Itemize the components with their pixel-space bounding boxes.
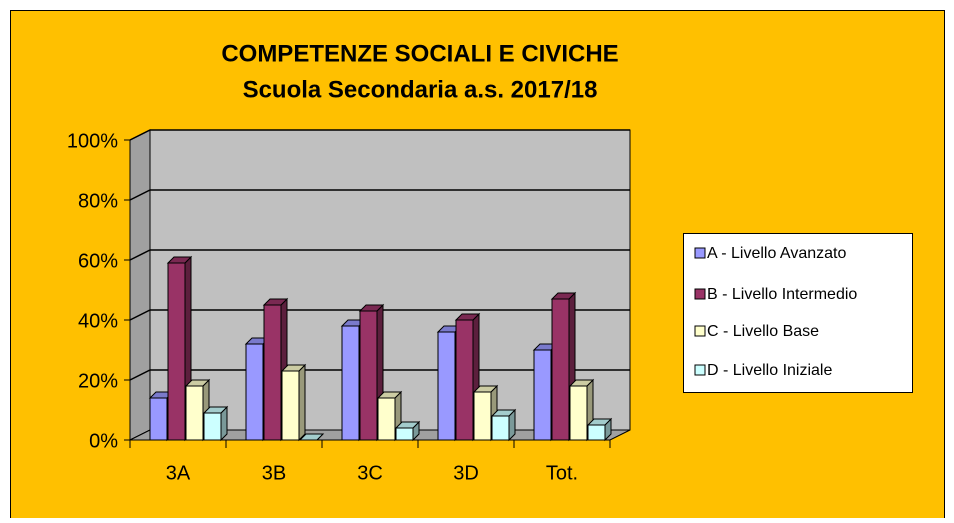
bar-face bbox=[568, 379, 595, 387]
x-tick-label: 3D bbox=[453, 462, 479, 484]
bar-face bbox=[569, 385, 588, 441]
bar-face bbox=[437, 331, 456, 441]
legend-label: B - Livello Intermedio bbox=[707, 286, 857, 303]
bar-face bbox=[376, 391, 403, 399]
bar-face bbox=[341, 325, 360, 441]
legend-label: C - Livello Base bbox=[707, 323, 819, 340]
bar-face bbox=[280, 364, 307, 372]
grid-line bbox=[129, 309, 630, 321]
y-tick-label: 80% bbox=[78, 190, 118, 212]
x-tick-label: Tot. bbox=[546, 462, 578, 484]
grid-line bbox=[129, 249, 630, 261]
bar bbox=[280, 363, 307, 442]
legend-label: D - Livello Iniziale bbox=[707, 362, 832, 379]
bar-face bbox=[490, 409, 517, 417]
bar-face bbox=[394, 421, 421, 429]
bar-face bbox=[263, 304, 282, 441]
bar-face bbox=[149, 397, 168, 441]
legend-swatch bbox=[694, 288, 706, 300]
bar bbox=[298, 433, 325, 441]
bar-face bbox=[587, 424, 606, 441]
bar-face bbox=[166, 256, 193, 264]
legend-label: A - Livello Avanzato bbox=[707, 245, 846, 262]
bar-face bbox=[551, 298, 570, 441]
x-tick-label: 3C bbox=[357, 462, 383, 484]
bar-face bbox=[262, 298, 289, 306]
bar-face bbox=[550, 292, 577, 300]
x-tick-label: 3A bbox=[166, 462, 191, 484]
legend bbox=[683, 233, 913, 393]
bar-face bbox=[455, 319, 474, 441]
y-tick-label: 60% bbox=[78, 250, 118, 272]
x-tick-label: 3B bbox=[262, 462, 286, 484]
bar-face bbox=[533, 349, 552, 441]
bar-face bbox=[184, 379, 211, 387]
bar-face bbox=[167, 262, 186, 441]
bar bbox=[394, 420, 421, 442]
bar bbox=[490, 408, 517, 442]
bar bbox=[202, 405, 229, 442]
chart-subtitle: Scuola Secondaria a.s. 2017/18 bbox=[243, 76, 598, 103]
side-wall bbox=[129, 129, 151, 441]
chart-title: COMPETENZE SOCIALI E CIVICHE bbox=[221, 40, 618, 67]
bar-face bbox=[298, 363, 306, 442]
grid-line bbox=[129, 129, 630, 141]
bar-face bbox=[377, 397, 396, 441]
y-tick-label: 0% bbox=[89, 430, 118, 452]
bar bbox=[166, 255, 193, 442]
bar-face bbox=[298, 433, 325, 441]
y-tick-label: 40% bbox=[78, 310, 118, 332]
bar-face bbox=[281, 370, 300, 441]
bar-face bbox=[454, 313, 481, 321]
y-tick-label: 100% bbox=[67, 130, 118, 152]
legend-swatch bbox=[694, 364, 706, 376]
bar-face bbox=[202, 406, 229, 414]
legend-swatch bbox=[694, 247, 706, 259]
grid-line bbox=[129, 189, 630, 201]
bar-face bbox=[203, 412, 222, 441]
bar-face bbox=[358, 304, 385, 312]
bar-face bbox=[395, 427, 414, 441]
bar-face bbox=[491, 415, 510, 441]
legend-swatch bbox=[694, 325, 706, 337]
bar bbox=[586, 417, 613, 442]
bar-face bbox=[185, 385, 204, 441]
bar-face bbox=[586, 418, 613, 426]
y-tick-label: 20% bbox=[78, 370, 118, 392]
bar-face bbox=[359, 310, 378, 441]
bar-face bbox=[245, 343, 264, 441]
bar-face bbox=[472, 385, 499, 393]
bar-face bbox=[473, 391, 492, 441]
